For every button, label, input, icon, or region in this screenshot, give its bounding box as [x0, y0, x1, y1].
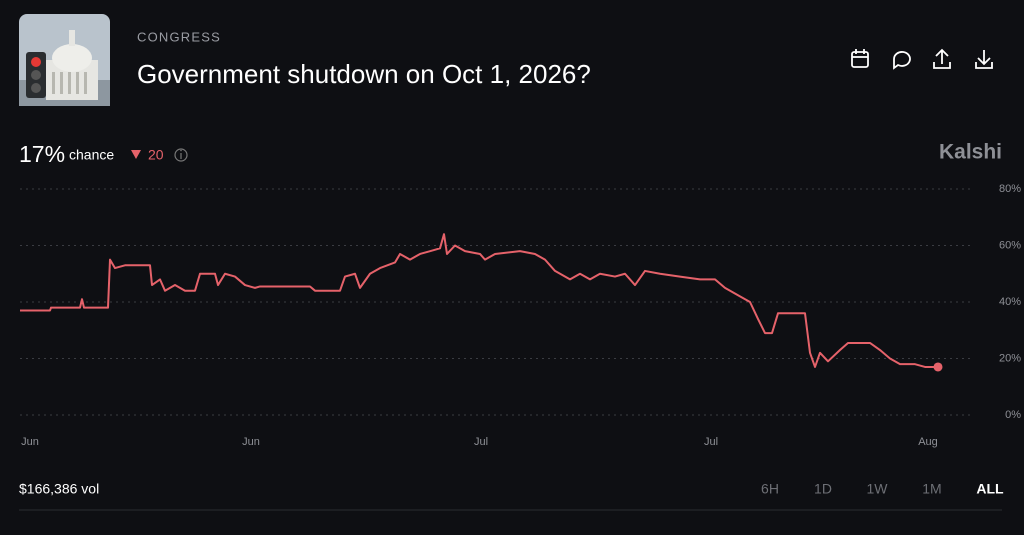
info-icon[interactable]	[174, 148, 188, 162]
range-button[interactable]: 1M	[922, 481, 941, 497]
price-line	[20, 233, 938, 368]
x-tick-label: Jun	[21, 436, 39, 448]
chance-value: 17%	[19, 141, 65, 167]
down-arrow	[131, 150, 141, 159]
y-tick-label: 40%	[999, 296, 1021, 308]
x-tick-label: Jun	[242, 436, 260, 448]
x-tick-label: Aug	[918, 436, 938, 448]
y-tick-label: 0%	[1005, 409, 1021, 421]
x-tick-label: Jul	[704, 436, 718, 448]
toolbar[interactable]	[851, 48, 993, 70]
range-button[interactable]: 1D	[814, 481, 832, 497]
change: 20	[148, 147, 164, 163]
brand: Kalshi	[939, 141, 1002, 164]
x-tick-label: Jul	[474, 436, 488, 448]
volume: $166,386 vol	[19, 481, 99, 497]
last-point	[933, 362, 943, 372]
title: Government shutdown on Oct 1, 2026?	[137, 59, 591, 89]
range-button[interactable]: 6H	[761, 481, 779, 497]
download-button[interactable]	[975, 50, 993, 69]
share-button[interactable]	[933, 48, 951, 69]
y-tick-label: 60%	[999, 239, 1021, 251]
comment-button[interactable]	[893, 51, 911, 70]
y-tick-label: 20%	[999, 352, 1021, 364]
calendar-button[interactable]	[851, 49, 869, 68]
range-button[interactable]: ALL	[976, 481, 1004, 497]
range-button[interactable]: 1W	[867, 481, 889, 497]
category: CONGRESS	[137, 29, 221, 44]
thumbnail	[19, 14, 110, 106]
plot: 0% 20% 40% 60% 80% Jun Jun Jul Jul Aug	[20, 183, 1021, 448]
y-tick-label: 80%	[999, 183, 1021, 195]
chance-label: chance	[69, 147, 114, 163]
range-buttons[interactable]: 6H 1D 1W 1M ALL	[761, 481, 1004, 497]
